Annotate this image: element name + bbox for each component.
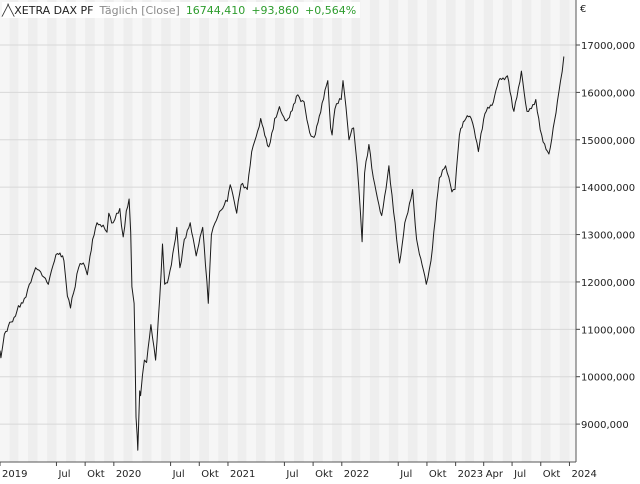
month-band [445, 0, 456, 462]
month-band [332, 0, 342, 462]
month-band [388, 0, 399, 462]
y-tick-label: 11000,000 [581, 325, 635, 336]
symbol-label: XETRA DAX PF [14, 3, 94, 17]
last-value: 16744,410 [185, 3, 246, 17]
month-band [294, 0, 304, 462]
month-band [313, 0, 323, 462]
month-band [256, 0, 266, 462]
month-band [66, 0, 76, 462]
month-band [104, 0, 114, 462]
month-band [9, 0, 19, 462]
x-tick-label: Okt [543, 469, 561, 480]
x-tick-label: 2019 [2, 469, 27, 480]
y-tick-label: 15000,000 [581, 136, 635, 147]
x-tick-label: Jul [172, 469, 185, 480]
x-tick-label: Okt [87, 469, 105, 480]
series-line [0, 56, 565, 451]
month-band [47, 0, 57, 462]
x-tick-label: 2020 [116, 469, 141, 480]
month-band [483, 0, 494, 462]
x-tick-label: Jul [57, 469, 70, 480]
x-tick-label: Jul [399, 469, 412, 480]
x-tick-label: Jul [285, 469, 298, 480]
month-band [28, 0, 38, 462]
month-band [180, 0, 190, 462]
month-band [502, 0, 513, 462]
x-tick-label: Jul [513, 469, 526, 480]
month-band [426, 0, 437, 462]
plot-background [0, 0, 576, 462]
month-band [351, 0, 361, 462]
month-band [199, 0, 209, 462]
x-tick-label: 2024 [571, 469, 596, 480]
chart-logo-icon: ╱╲ [2, 3, 14, 17]
month-band [85, 0, 95, 462]
y-tick-label: 12000,000 [581, 278, 635, 289]
y-tick-label: 9000,000 [581, 420, 629, 431]
x-tick-label: 2022 [344, 469, 369, 480]
currency-label: € [580, 4, 587, 15]
month-band [161, 0, 171, 462]
month-band [540, 0, 551, 462]
change-percent: +0,564% [305, 3, 357, 17]
y-tick-label: 14000,000 [581, 183, 635, 194]
x-tick-label: 2021 [230, 469, 255, 480]
month-band [237, 0, 247, 462]
month-band [142, 0, 152, 462]
x-tick-label: 2023 [458, 469, 483, 480]
month-band [407, 0, 418, 462]
month-band [465, 0, 475, 462]
frequency-label: Täglich [Close] [99, 3, 180, 17]
y-tick-label: 16000,000 [581, 88, 635, 99]
x-tick-label: Okt [201, 469, 219, 480]
x-tick-label: Okt [429, 469, 447, 480]
chart-header: ╱╲ XETRA DAX PF Täglich [Close] 16744,41… [2, 2, 361, 18]
y-tick-label: 13000,000 [581, 231, 635, 242]
change-value: +93,860 [251, 3, 300, 17]
month-band [369, 0, 380, 462]
month-band [123, 0, 133, 462]
y-tick-label: 10000,000 [581, 373, 635, 384]
x-tick-label: Apr [486, 469, 504, 480]
y-tick-label: 17000,000 [581, 41, 635, 52]
month-band [559, 0, 570, 462]
x-tick-label: Okt [315, 469, 333, 480]
month-band [521, 0, 532, 462]
month-band [275, 0, 285, 462]
month-band [218, 0, 228, 462]
